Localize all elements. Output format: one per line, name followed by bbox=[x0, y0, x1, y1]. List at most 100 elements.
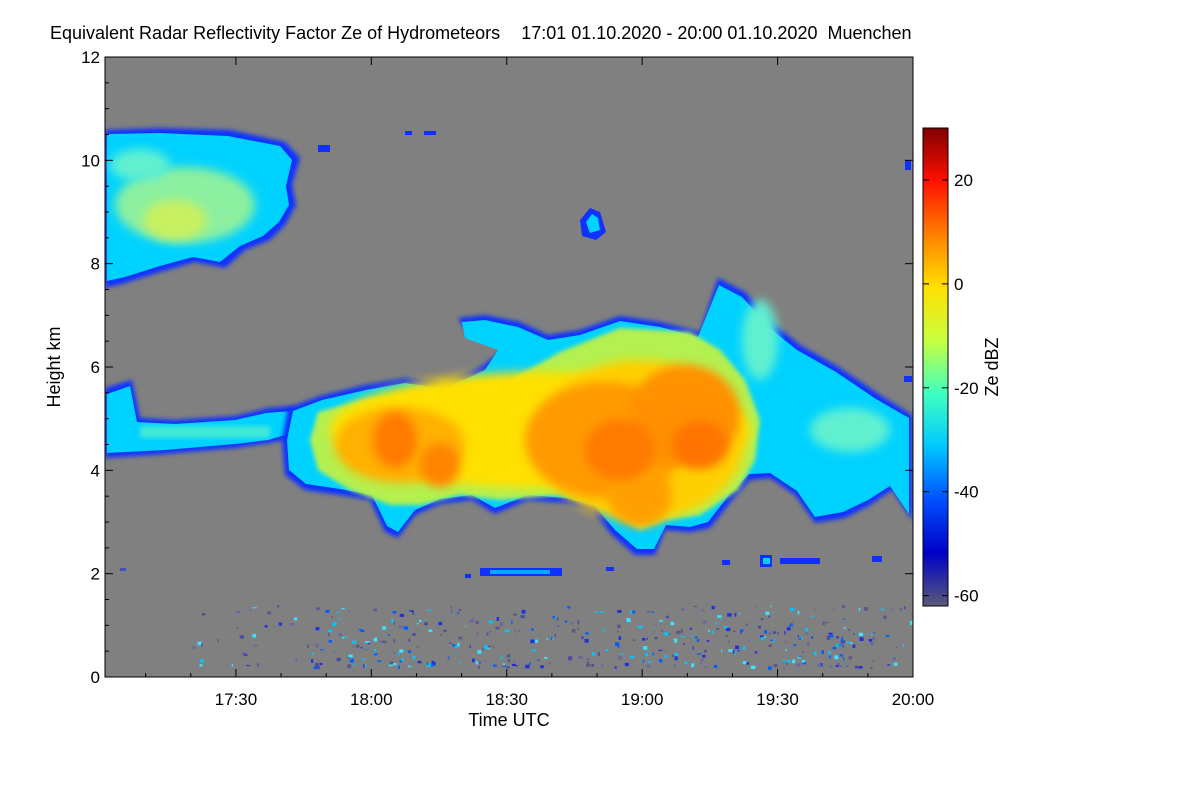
clutter-speck bbox=[315, 663, 319, 667]
clutter-speck bbox=[642, 659, 645, 663]
clutter-speck bbox=[618, 636, 622, 640]
clutter-speck bbox=[893, 662, 898, 666]
clutter-speck bbox=[592, 652, 595, 656]
clutter-speck bbox=[750, 665, 756, 669]
y-tick-label-1: 2 bbox=[91, 565, 100, 584]
clutter-speck bbox=[805, 627, 809, 632]
clutter-speck bbox=[659, 659, 663, 663]
clutter-speck bbox=[217, 639, 219, 643]
clutter-speck bbox=[506, 666, 510, 668]
clutter-speck bbox=[457, 612, 460, 614]
clutter-speck bbox=[333, 651, 336, 653]
clutter-speck bbox=[829, 634, 834, 638]
clutter-speck bbox=[797, 610, 800, 615]
clutter-speck bbox=[514, 665, 519, 667]
clutter-speck bbox=[443, 629, 447, 633]
clutter-speck bbox=[853, 633, 855, 635]
clutter-speck bbox=[546, 638, 549, 640]
clutter-speck bbox=[691, 663, 695, 668]
clutter-speck bbox=[626, 618, 631, 623]
clutter-speck bbox=[615, 642, 620, 647]
clutter-speck bbox=[536, 659, 540, 661]
y-tick-label-5: 10 bbox=[81, 151, 100, 170]
clutter-speck bbox=[846, 641, 850, 644]
clutter-speck bbox=[804, 632, 809, 635]
clutter-speck bbox=[674, 656, 678, 661]
clutter-speck bbox=[690, 635, 694, 637]
clutter-speck bbox=[484, 660, 487, 662]
clutter-speck bbox=[360, 629, 365, 632]
clutter-speck bbox=[745, 623, 749, 626]
y-tick-label-2: 4 bbox=[91, 461, 100, 480]
clutter-speck bbox=[379, 640, 381, 643]
clutter-speck bbox=[328, 632, 330, 637]
clutter-speck bbox=[488, 645, 492, 647]
clutter-speck bbox=[785, 641, 787, 644]
clutter-speck bbox=[586, 658, 591, 661]
clutter-speck bbox=[714, 605, 717, 608]
clutter-speck bbox=[531, 628, 534, 631]
clutter-speck bbox=[654, 637, 658, 640]
colorbar-tick-label-4: -60 bbox=[954, 587, 979, 606]
clutter-speck bbox=[768, 644, 772, 647]
clutter-speck bbox=[825, 621, 828, 624]
clutter-speck bbox=[759, 635, 764, 638]
clutter-speck bbox=[367, 642, 371, 645]
x-tick-label-4: 19:30 bbox=[756, 690, 799, 709]
clutter-speck bbox=[428, 629, 433, 632]
clutter-speck bbox=[373, 653, 378, 656]
clutter-speck bbox=[769, 632, 771, 636]
clutter-speck bbox=[499, 621, 504, 626]
clutter-speck bbox=[361, 658, 365, 660]
clutter-speck bbox=[496, 617, 499, 621]
clutter-speck bbox=[683, 643, 685, 645]
clutter-speck bbox=[598, 652, 600, 656]
clutter-speck bbox=[200, 659, 204, 663]
chart-title-time-range: 17:01 01.10.2020 - 20:00 01.10.2020 bbox=[521, 23, 817, 43]
clutter-speck bbox=[408, 638, 410, 642]
clutter-speck bbox=[600, 611, 605, 614]
clutter-speck bbox=[486, 632, 489, 636]
clutter-speck bbox=[487, 648, 491, 650]
clutter-speck bbox=[550, 636, 553, 641]
clutter-speck bbox=[353, 664, 356, 666]
clutter-speck bbox=[796, 663, 801, 667]
clutter-speck bbox=[475, 661, 479, 665]
clutter-speck bbox=[838, 643, 842, 645]
clutter-speck bbox=[373, 648, 376, 652]
clutter-speck bbox=[717, 615, 722, 618]
clutter-speck bbox=[738, 613, 741, 615]
clutter-speck bbox=[872, 637, 876, 641]
clutter-speck bbox=[426, 662, 429, 666]
clutter-speck bbox=[829, 655, 831, 659]
clutter-speck bbox=[475, 620, 479, 625]
clutter-speck bbox=[316, 665, 320, 670]
clutter-speck bbox=[652, 631, 655, 633]
clutter-speck bbox=[201, 643, 203, 647]
clutter-speck bbox=[798, 637, 802, 640]
clutter-speck bbox=[192, 646, 196, 649]
clutter-speck bbox=[239, 635, 244, 639]
clutter-speck bbox=[870, 666, 873, 669]
clutter-speck bbox=[521, 609, 526, 614]
clutter-speck bbox=[638, 625, 643, 629]
clutter-speck bbox=[617, 610, 622, 613]
clutter-speck bbox=[642, 637, 646, 641]
clutter-speck bbox=[605, 649, 609, 652]
clutter-speck bbox=[438, 621, 443, 626]
clutter-speck bbox=[870, 642, 874, 645]
clutter-speck bbox=[252, 633, 256, 638]
clutter-speck bbox=[500, 655, 503, 660]
clutter-speck bbox=[672, 654, 675, 657]
clutter-speck bbox=[764, 636, 766, 638]
clutter-speck bbox=[655, 622, 657, 627]
clutter-speck bbox=[700, 662, 702, 665]
clutter-speck bbox=[668, 633, 671, 635]
clutter-speck bbox=[792, 621, 794, 623]
clutter-speck bbox=[398, 625, 404, 629]
clutter-speck bbox=[450, 606, 452, 609]
clutter-speck bbox=[705, 666, 707, 669]
clutter-speck bbox=[689, 627, 692, 630]
clutter-speck bbox=[364, 648, 369, 650]
clutter-speck bbox=[412, 656, 416, 660]
